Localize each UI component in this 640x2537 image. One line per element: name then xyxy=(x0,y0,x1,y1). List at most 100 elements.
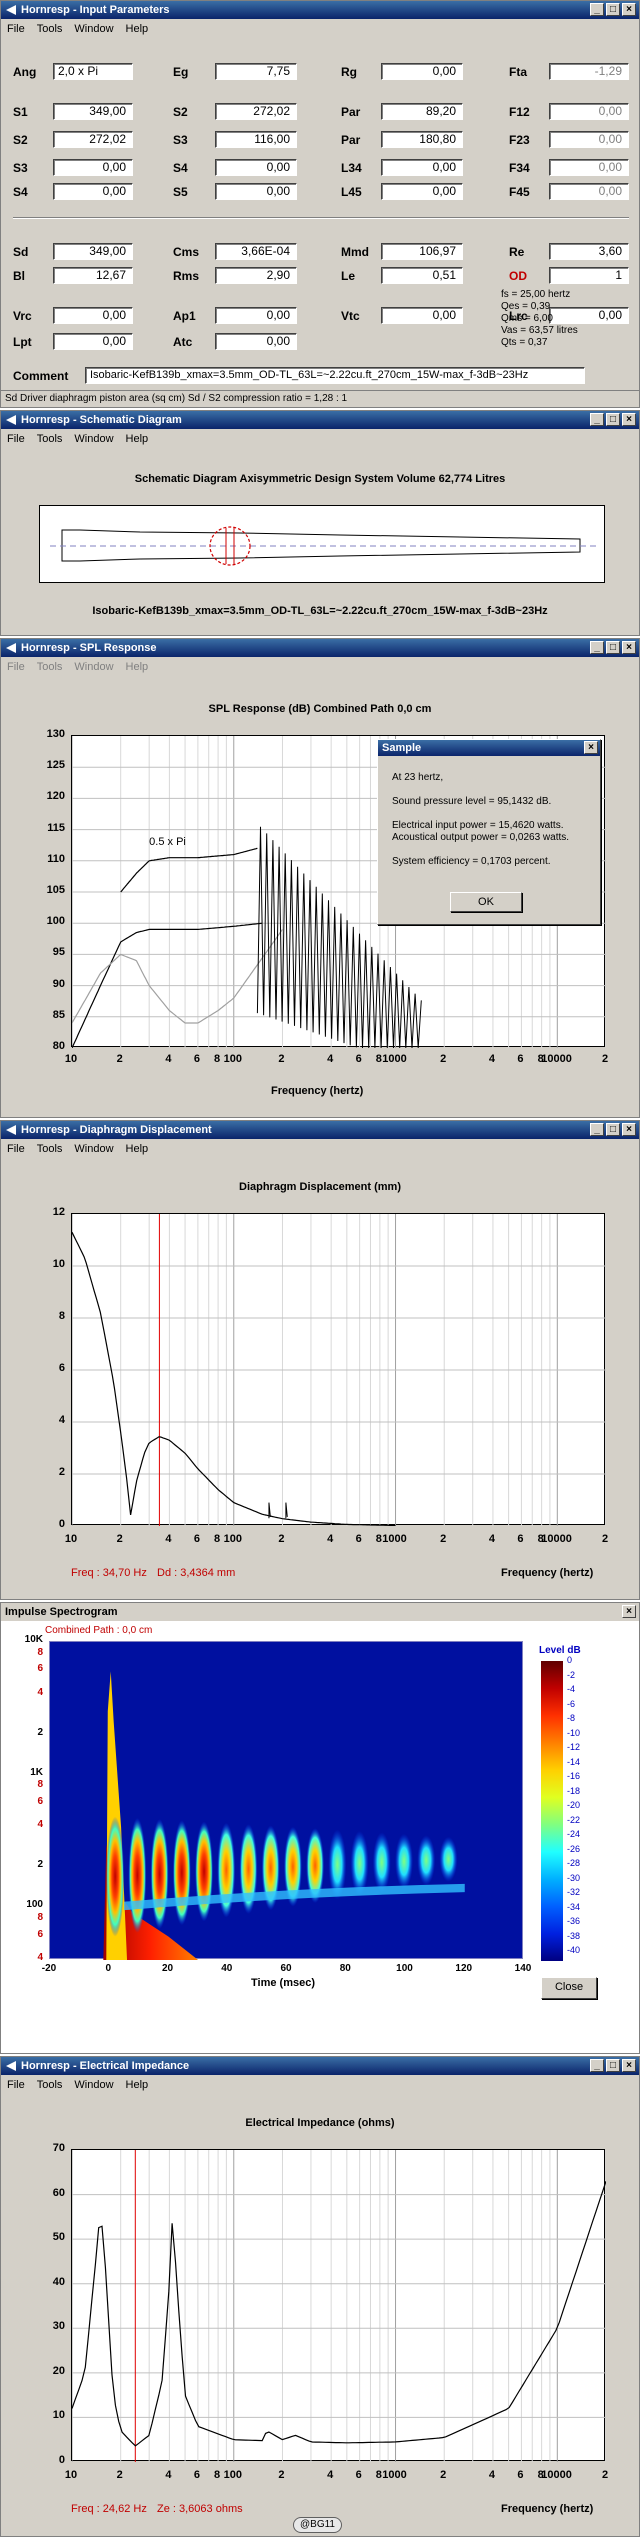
spectro-y-tick-label: 1K xyxy=(30,1766,43,1778)
menu-window[interactable]: Window xyxy=(74,2079,114,2091)
spl-series-2 xyxy=(72,929,283,1024)
maximize-button[interactable]: □ xyxy=(606,1123,620,1136)
maximize-button[interactable]: □ xyxy=(606,641,620,654)
imp-plot-area[interactable] xyxy=(71,2149,606,2462)
menu-tools[interactable]: Tools xyxy=(36,661,63,673)
param-field-le[interactable]: 0,51 xyxy=(381,267,463,284)
displacement-titlebar[interactable]: Hornresp - Diaphragm Displacement _ □ × xyxy=(1,1121,639,1139)
menu-file[interactable]: File xyxy=(7,1143,25,1155)
param-field-s4[interactable]: 0,00 xyxy=(53,183,133,200)
param-field-rg[interactable]: 0,00 xyxy=(381,63,463,80)
close-button[interactable]: × xyxy=(622,641,636,654)
menu-tools[interactable]: Tools xyxy=(36,433,63,445)
menu-window[interactable]: Window xyxy=(74,1143,114,1155)
minimize-button[interactable]: _ xyxy=(590,413,604,426)
disp-plot-area[interactable] xyxy=(71,1213,606,1526)
param-field-f34[interactable]: 0,00 xyxy=(549,159,629,176)
spl-titlebar[interactable]: Hornresp - SPL Response _ □ × xyxy=(1,639,639,657)
menu-tools[interactable]: Tools xyxy=(36,2079,63,2091)
minimize-button[interactable]: _ xyxy=(590,1123,604,1136)
param-field-s2[interactable]: 272,02 xyxy=(53,131,133,148)
param-field-ang[interactable]: 2,0 x Pi xyxy=(53,63,133,80)
menu-file[interactable]: File xyxy=(7,23,25,35)
param-field-mmd[interactable]: 106,97 xyxy=(381,243,463,260)
spectro-header: Combined Path : 0,0 cm xyxy=(45,1625,153,1636)
menu-help[interactable]: Help xyxy=(125,23,149,35)
param-field-par[interactable]: 180,80 xyxy=(381,131,463,148)
schematic-titlebar[interactable]: Hornresp - Schematic Diagram _ □ × xyxy=(1,411,639,429)
maximize-button[interactable]: □ xyxy=(606,3,620,16)
sample-dialog-titlebar[interactable]: Sample × xyxy=(378,740,600,756)
comment-field[interactable]: Isobaric-KefB139b_xmax=3.5mm_OD-TL_63L=~… xyxy=(85,367,585,384)
param-label-s2: S2 xyxy=(13,133,28,147)
minimize-button[interactable]: _ xyxy=(590,641,604,654)
menu-help[interactable]: Help xyxy=(125,661,149,673)
menu-tools[interactable]: Tools xyxy=(36,1143,63,1155)
param-field-l34[interactable]: 0,00 xyxy=(381,159,463,176)
param-label-f45: F45 xyxy=(509,185,530,199)
param-field-lrc[interactable]: 0,00 xyxy=(549,307,629,324)
param-field-s3[interactable]: 116,00 xyxy=(215,131,297,148)
spectrogram-titlebar[interactable]: Impulse Spectrogram × xyxy=(1,1603,639,1621)
param-field-rms[interactable]: 2,90 xyxy=(215,267,297,284)
param-field-ap1[interactable]: 0,00 xyxy=(215,307,297,324)
param-field-lpt[interactable]: 0,00 xyxy=(53,333,133,350)
minimize-button[interactable]: _ xyxy=(590,3,604,16)
disp-resonance-spike xyxy=(285,1502,288,1519)
imp-y-tick-label: 40 xyxy=(52,2275,65,2288)
menu-file[interactable]: File xyxy=(7,2079,25,2091)
param-field-f12[interactable]: 0,00 xyxy=(549,103,629,120)
param-field-s2[interactable]: 272,02 xyxy=(215,103,297,120)
spectro-legend-tick: -20 xyxy=(567,1800,581,1810)
spectro-y-tick-label: 10K xyxy=(24,1634,43,1645)
menubar: File Tools Window Help xyxy=(1,21,639,37)
param-field-s5[interactable]: 0,00 xyxy=(215,183,297,200)
menu-help[interactable]: Help xyxy=(125,2079,149,2091)
param-field-par[interactable]: 89,20 xyxy=(381,103,463,120)
input-parameters-titlebar[interactable]: Hornresp - Input Parameters _ □ × xyxy=(1,1,639,19)
close-button[interactable]: × xyxy=(622,413,636,426)
param-field-f23[interactable]: 0,00 xyxy=(549,131,629,148)
close-button[interactable]: × xyxy=(622,1605,636,1618)
maximize-button[interactable]: □ xyxy=(606,2059,620,2072)
param-field-f45[interactable]: 0,00 xyxy=(549,183,629,200)
menu-file[interactable]: File xyxy=(7,433,25,445)
disp-x-tick-label: 8 xyxy=(375,1533,382,1545)
spectro-x-tick-label: 60 xyxy=(280,1963,292,1974)
param-field-eg[interactable]: 7,75 xyxy=(215,63,297,80)
spectrogram-plot[interactable] xyxy=(49,1641,523,1960)
minimize-button[interactable]: _ xyxy=(590,2059,604,2072)
param-label-s4: S4 xyxy=(173,161,188,175)
close-button[interactable]: × xyxy=(622,1123,636,1136)
param-field-atc[interactable]: 0,00 xyxy=(215,333,297,350)
menu-window[interactable]: Window xyxy=(74,433,114,445)
param-field-vtc[interactable]: 0,00 xyxy=(381,307,463,324)
param-field-sd[interactable]: 349,00 xyxy=(53,243,133,260)
menu-window[interactable]: Window xyxy=(74,661,114,673)
param-field-vrc[interactable]: 0,00 xyxy=(53,307,133,324)
param-field-l45[interactable]: 0,00 xyxy=(381,183,463,200)
disp-readout-value: Dd : 3,4364 mm xyxy=(157,1567,236,1579)
menu-window[interactable]: Window xyxy=(74,23,114,35)
param-field-cms[interactable]: 3,66E-04 xyxy=(215,243,297,260)
menu-help[interactable]: Help xyxy=(125,1143,149,1155)
param-field-s4[interactable]: 0,00 xyxy=(215,159,297,176)
menu-help[interactable]: Help xyxy=(125,433,149,445)
param-field-re[interactable]: 3,60 xyxy=(549,243,629,260)
maximize-button[interactable]: □ xyxy=(606,413,620,426)
impedance-titlebar[interactable]: Hornresp - Electrical Impedance _ □ × xyxy=(1,2057,639,2075)
close-button[interactable]: × xyxy=(622,3,636,16)
menu-file[interactable]: File xyxy=(7,661,25,673)
sample-close-button[interactable]: × xyxy=(584,741,598,754)
imp-y-tick-label: 20 xyxy=(52,2364,65,2377)
param-field-fta[interactable]: -1,29 xyxy=(549,63,629,80)
menu-tools[interactable]: Tools xyxy=(36,23,63,35)
spectro-close-button[interactable]: Close xyxy=(541,1977,597,1999)
imp-x-tick-label: 4 xyxy=(327,2469,334,2481)
param-field-bl[interactable]: 12,67 xyxy=(53,267,133,284)
param-field-s3[interactable]: 0,00 xyxy=(53,159,133,176)
sample-ok-button[interactable]: OK xyxy=(450,892,522,912)
param-field-s1[interactable]: 349,00 xyxy=(53,103,133,120)
param-field-od[interactable]: 1 xyxy=(549,267,629,284)
close-button[interactable]: × xyxy=(622,2059,636,2072)
